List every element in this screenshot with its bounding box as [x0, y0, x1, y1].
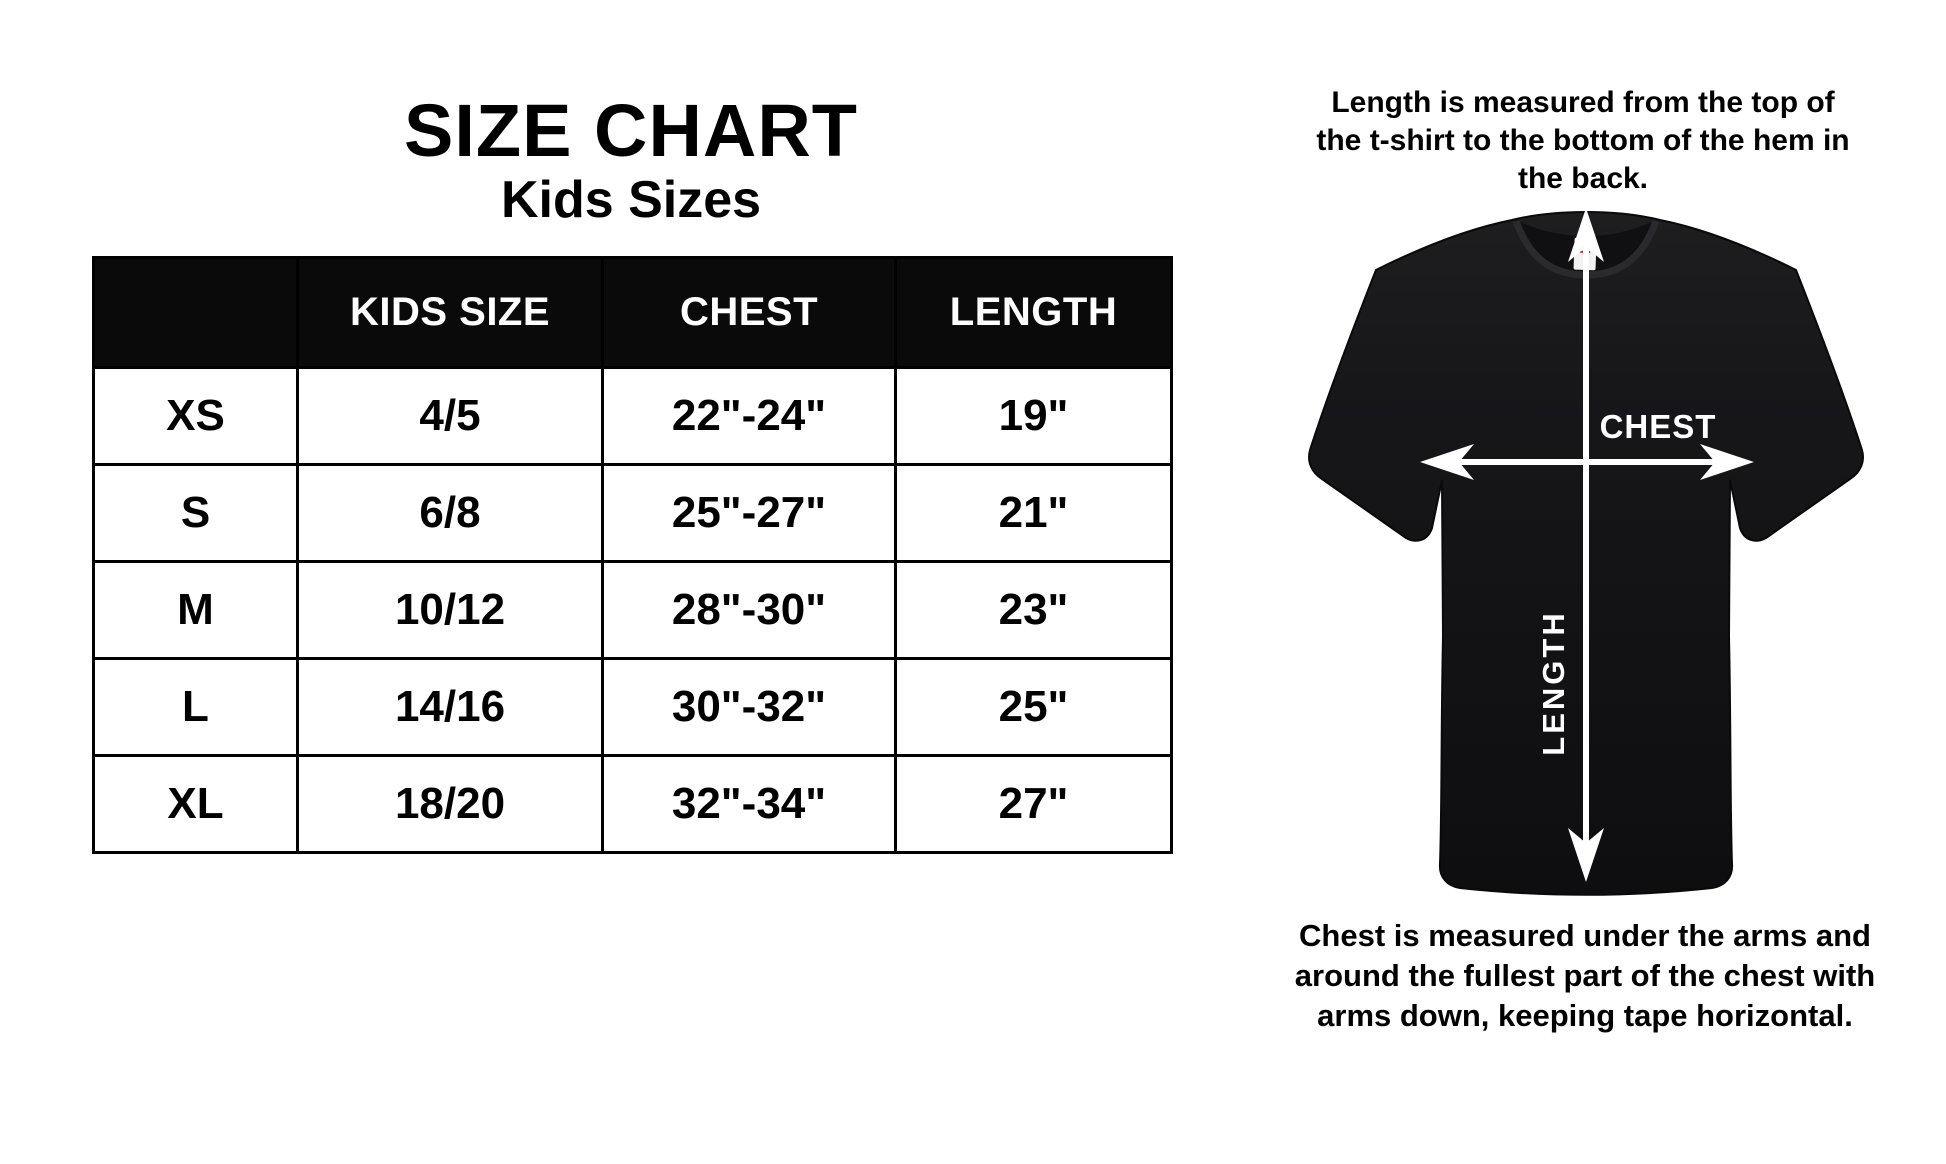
length-note-line: the back.	[1517, 162, 1649, 195]
length-note-line: the t-shirt to the bottom of the hem in	[1316, 124, 1850, 157]
cell-kids-size: 10/12	[296, 560, 604, 660]
cell-size-label: L	[92, 657, 299, 757]
tshirt-diagram-svg: CHEST LENGTH	[1308, 208, 1864, 896]
column-header-kids-size: KIDS SIZE	[296, 256, 604, 369]
cell-kids-size: 4/5	[296, 366, 604, 466]
tshirt-measurement-diagram: CHEST LENGTH	[1280, 178, 1900, 910]
table-row-xs: XS 4/5 22"-24" 19"	[92, 366, 1173, 466]
column-header-length: LENGTH	[894, 256, 1173, 369]
cell-size-label: XL	[92, 754, 299, 854]
chest-note-line: around the fullest part of the chest wit…	[1294, 958, 1876, 993]
cell-chest: 32"-34"	[601, 754, 897, 854]
cell-length: 23"	[894, 560, 1173, 660]
table-header-row: KIDS SIZE CHEST LENGTH	[92, 256, 1173, 369]
column-header-chest: CHEST	[601, 256, 897, 369]
table-row-l: L 14/16 30"-32" 25"	[92, 657, 1173, 757]
chest-measurement-note: Chest is measured under the arms and aro…	[1235, 916, 1935, 1036]
cell-length: 27"	[894, 754, 1173, 854]
chest-note-line: arms down, keeping tape horizontal.	[1317, 998, 1853, 1033]
column-header-blank	[92, 256, 299, 369]
chest-arrow	[1420, 444, 1754, 480]
chest-diagram-label: CHEST	[1600, 408, 1717, 445]
cell-length: 25"	[894, 657, 1173, 757]
cell-kids-size: 14/16	[296, 657, 604, 757]
size-chart-table: KIDS SIZE CHEST LENGTH XS 4/5 22"-24" 19…	[92, 256, 1173, 854]
cell-length: 19"	[894, 366, 1173, 466]
page-subtitle: Kids Sizes	[500, 171, 762, 229]
length-arrow	[1568, 208, 1604, 882]
cell-chest: 25"-27"	[601, 463, 897, 563]
cell-chest: 22"-24"	[601, 366, 897, 466]
cell-chest: 28"-30"	[601, 560, 897, 660]
table-row-m: M 10/12 28"-30" 23"	[92, 560, 1173, 660]
length-diagram-label: LENGTH	[1536, 610, 1571, 755]
cell-size-label: M	[92, 560, 299, 660]
length-measurement-note: Length is measured from the top of the t…	[1238, 84, 1928, 198]
cell-kids-size: 18/20	[296, 754, 604, 854]
page-title: SIZE CHART	[404, 89, 858, 172]
table-row-xl: XL 18/20 32"-34" 27"	[92, 754, 1173, 854]
cell-chest: 30"-32"	[601, 657, 897, 757]
cell-size-label: XS	[92, 366, 299, 466]
cell-length: 21"	[894, 463, 1173, 563]
table-row-s: S 6/8 25"-27" 21"	[92, 463, 1173, 563]
length-note-line: Length is measured from the top of	[1331, 86, 1835, 119]
cell-size-label: S	[92, 463, 299, 563]
chest-note-line: Chest is measured under the arms and	[1299, 918, 1871, 953]
cell-kids-size: 6/8	[296, 463, 604, 563]
